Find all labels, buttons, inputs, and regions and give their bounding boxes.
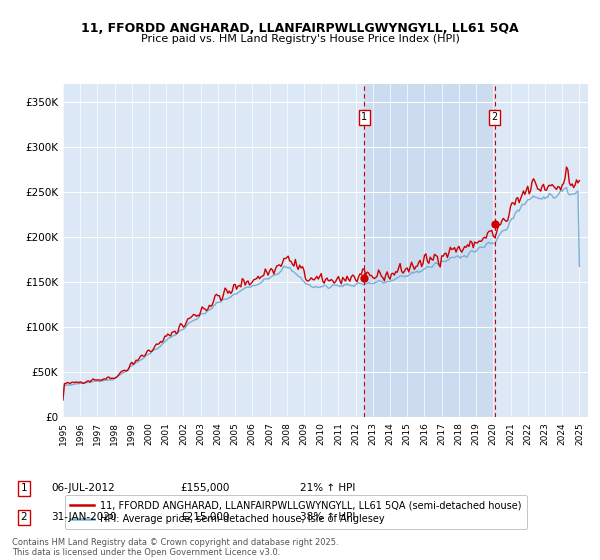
Bar	[364, 84, 495, 417]
Text: 2: 2	[20, 512, 28, 522]
Text: £215,000: £215,000	[180, 512, 229, 522]
Text: 1: 1	[361, 113, 367, 122]
Text: 2: 2	[491, 113, 498, 122]
Text: Contains HM Land Registry data © Crown copyright and database right 2025.
This d: Contains HM Land Registry data © Crown c…	[12, 538, 338, 557]
Text: 31-JAN-2020: 31-JAN-2020	[51, 512, 116, 522]
Text: Price paid vs. HM Land Registry's House Price Index (HPI): Price paid vs. HM Land Registry's House …	[140, 34, 460, 44]
Text: 06-JUL-2012: 06-JUL-2012	[51, 483, 115, 493]
Text: £155,000: £155,000	[180, 483, 229, 493]
Text: 1: 1	[20, 483, 28, 493]
Legend: 11, FFORDD ANGHARAD, LLANFAIRPWLLGWYNGYLL, LL61 5QA (semi-detached house), HPI: : 11, FFORDD ANGHARAD, LLANFAIRPWLLGWYNGYL…	[65, 496, 527, 529]
Text: 11, FFORDD ANGHARAD, LLANFAIRPWLLGWYNGYLL, LL61 5QA: 11, FFORDD ANGHARAD, LLANFAIRPWLLGWYNGYL…	[81, 22, 519, 35]
Text: 21% ↑ HPI: 21% ↑ HPI	[300, 483, 355, 493]
Text: 38% ↑ HPI: 38% ↑ HPI	[300, 512, 355, 522]
